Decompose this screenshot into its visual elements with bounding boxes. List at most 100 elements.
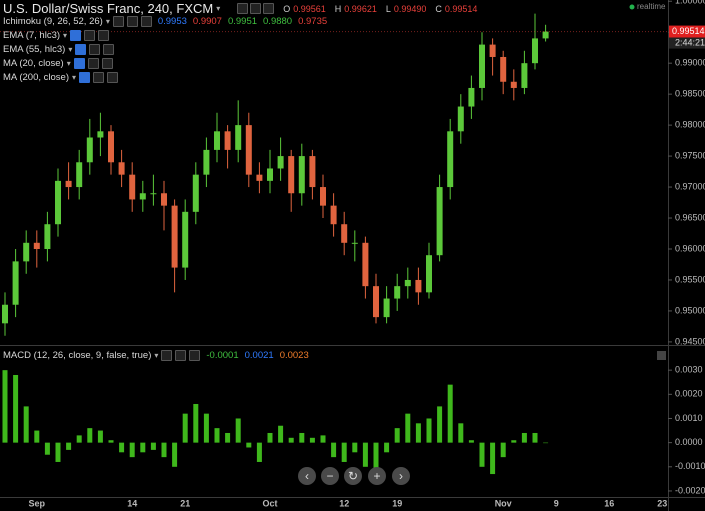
candle-body xyxy=(118,162,125,175)
candle-body xyxy=(203,149,210,175)
macd-bar xyxy=(76,435,82,443)
candle-body xyxy=(245,125,252,175)
indicator-name[interactable]: MA (200, close) xyxy=(3,72,69,83)
indicator-button[interactable] xyxy=(140,16,152,27)
macd-bar xyxy=(267,432,273,443)
dropdown-arrow: ▾ xyxy=(216,4,221,13)
indicator-button[interactable] xyxy=(98,30,110,41)
zoom-in-button[interactable]: + xyxy=(368,467,386,485)
indicator-button[interactable] xyxy=(250,3,262,14)
indicator-button[interactable] xyxy=(107,72,119,83)
candle-body xyxy=(426,255,432,293)
status-label: realtime xyxy=(637,2,666,11)
macd-name[interactable]: MACD (12, 26, close, 9, false, true) xyxy=(3,350,152,361)
y-tick-label: 0.0010 xyxy=(675,413,703,423)
y-tick-label: 0.0020 xyxy=(675,389,703,399)
chart-legend-title-row: U.S. Dollar/Swiss Franc, 240, FXCM ▾ O 0.99… xyxy=(3,1,477,16)
candle-body xyxy=(139,193,146,200)
macd-bar xyxy=(309,437,315,443)
zoom-out-button[interactable]: − xyxy=(321,467,339,485)
indicator-button[interactable] xyxy=(73,58,85,69)
indicator-button[interactable] xyxy=(103,44,115,55)
candle-body xyxy=(129,174,136,200)
candle-body xyxy=(150,193,157,195)
macd-bar xyxy=(458,423,464,443)
candle-body xyxy=(298,156,305,194)
indicator-value: 0.9735 xyxy=(298,16,328,27)
y-tick-label: 0.96500 xyxy=(675,212,705,222)
x-tick-label: Sep xyxy=(29,498,46,508)
indicator-button[interactable] xyxy=(161,350,173,361)
candle-body xyxy=(320,187,326,206)
macd-bar xyxy=(182,413,188,443)
candle-body xyxy=(108,131,114,163)
macd-bar xyxy=(140,442,146,453)
macd-bar xyxy=(384,442,390,453)
indicator-button[interactable] xyxy=(79,72,91,83)
candle-body xyxy=(394,286,401,299)
macd-bar xyxy=(405,413,411,443)
ohlc-value: 0.99490 xyxy=(393,3,427,14)
y-tick-label: 0.98000 xyxy=(675,119,705,129)
x-tick-label: 19 xyxy=(392,498,402,508)
candle-body xyxy=(351,242,358,244)
indicator-button[interactable] xyxy=(70,30,82,41)
y-tick-label: 0.0000 xyxy=(675,437,703,447)
status-dot xyxy=(629,4,635,10)
indicator-name[interactable]: EMA (7, hlc3) xyxy=(3,30,61,41)
macd-bar xyxy=(161,442,167,458)
candle-body xyxy=(55,180,61,225)
candle-body xyxy=(33,242,40,249)
indicator-button[interactable] xyxy=(89,44,101,55)
ohlc-name: H xyxy=(334,3,342,14)
indicator-button[interactable] xyxy=(101,58,113,69)
indicator-button[interactable] xyxy=(175,350,187,361)
indicator-button[interactable] xyxy=(93,72,105,83)
candle-body xyxy=(235,125,242,150)
macd-bar xyxy=(108,440,114,443)
ohlc-value: 0.99514 xyxy=(444,3,478,14)
candle-body xyxy=(415,279,422,293)
scroll-right-button[interactable]: › xyxy=(392,467,410,485)
x-tick-label: 12 xyxy=(339,498,349,508)
y-tick-label: 1.00000 xyxy=(675,0,705,6)
indicator-button[interactable] xyxy=(75,44,87,55)
macd-bar xyxy=(129,442,135,458)
macd-bar xyxy=(352,442,358,453)
macd-bar xyxy=(278,425,284,443)
indicator-button[interactable] xyxy=(263,3,275,14)
indicator-button[interactable] xyxy=(84,30,96,41)
indicator-name[interactable]: MA (20, close) xyxy=(3,58,64,69)
candle-body xyxy=(277,156,284,169)
y-tick-label: 0.95000 xyxy=(675,305,705,315)
macd-bar xyxy=(426,418,432,443)
reset-button[interactable]: ↻ xyxy=(344,467,362,485)
indicator-name[interactable]: Ichimoku (9, 26, 52, 26) xyxy=(3,16,103,27)
candle-body xyxy=(457,106,464,132)
candle-body xyxy=(214,131,220,150)
indicator-value: 0.9951 xyxy=(227,16,258,27)
y-tick-label: -0.0010 xyxy=(675,461,705,471)
indicator-button[interactable] xyxy=(87,58,99,69)
indicator-button[interactable] xyxy=(126,16,138,27)
indicator-button[interactable] xyxy=(237,3,249,14)
macd-bar xyxy=(341,442,347,462)
macd-bar xyxy=(34,430,40,443)
macd-bar xyxy=(500,442,506,458)
pane-menu-button[interactable] xyxy=(657,351,666,360)
chart-title[interactable]: U.S. Dollar/Swiss Franc, 240, FXCM xyxy=(3,1,214,16)
macd-bar xyxy=(521,432,527,443)
candle-body xyxy=(510,81,517,88)
indicator-button[interactable] xyxy=(189,350,201,361)
scroll-left-button[interactable]: ‹ xyxy=(298,467,316,485)
x-tick-label: 16 xyxy=(604,498,614,508)
macd-bar xyxy=(235,418,241,443)
dropdown-arrow: ▾ xyxy=(72,73,77,82)
ohlc-name: O xyxy=(283,3,291,14)
candle-body xyxy=(256,174,263,181)
indicator-button[interactable] xyxy=(112,16,124,27)
candle-body xyxy=(489,44,496,57)
indicator-name[interactable]: EMA (55, hlc3) xyxy=(3,44,66,55)
macd-bar xyxy=(331,442,337,458)
y-tick-label: 0.97000 xyxy=(675,181,705,191)
